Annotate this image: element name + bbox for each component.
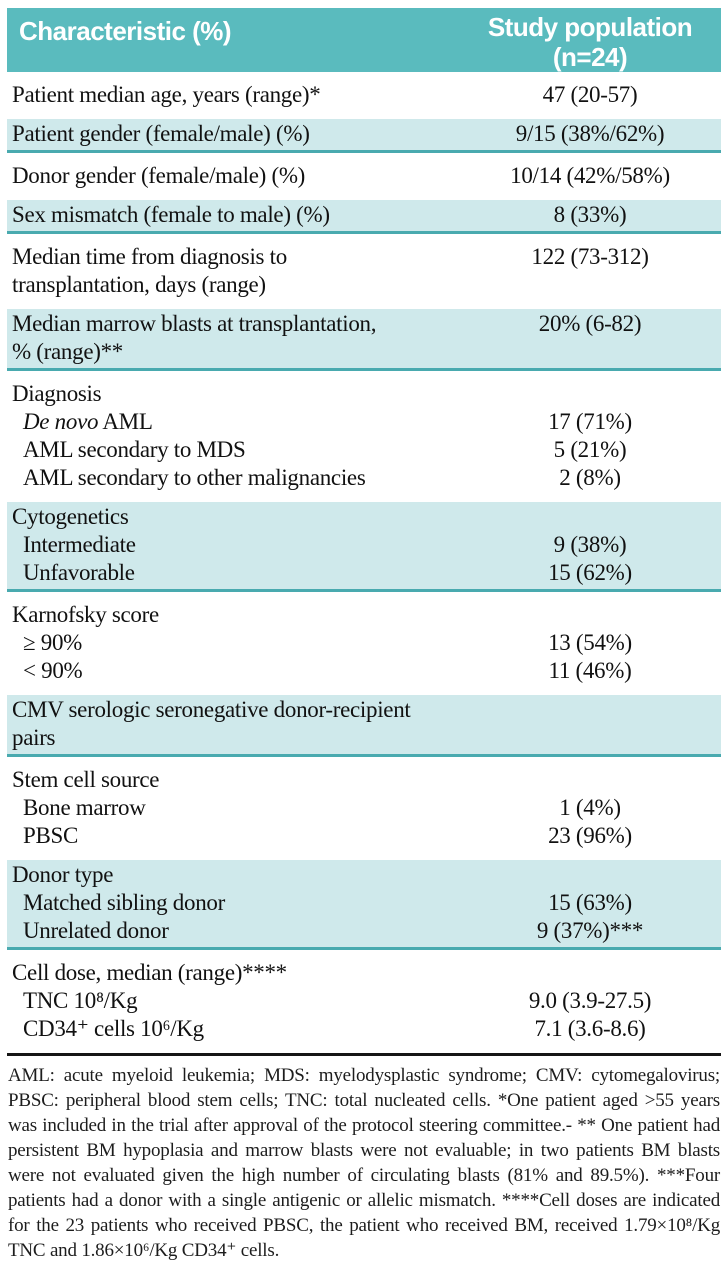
table-section-shaded: Sex mismatch (female to male) (%) 8 (33%) [7, 200, 721, 234]
row-value: 2 (8%) [559, 465, 621, 490]
row-value: 13 (54%) [548, 630, 632, 655]
table-row: Cell dose, median (range)**** [7, 959, 721, 987]
table-row: Cytogenetics [7, 503, 721, 531]
row-label: Patient median age, years (range)* [12, 82, 321, 107]
row-label: Median marrow blasts at transplantation,… [12, 311, 377, 364]
row-value: 15 (62%) [548, 560, 632, 585]
table-row: Donor gender (female/male) (%) 10/14 (42%… [7, 162, 721, 190]
row-value: 1 (4%) [559, 795, 621, 820]
row-label: CMV serologic seronegative donor-recipie… [12, 697, 411, 750]
row-label: Patient gender (female/male) (%) [12, 121, 310, 146]
table-header-row: Characteristic (%) Study population (n=2… [7, 8, 721, 72]
table-row: Median time from diagnosis to transplant… [7, 243, 721, 299]
row-label: Stem cell source [12, 767, 160, 792]
row-value: 17 (71%) [548, 409, 632, 434]
table-row: < 90% 11 (46%) [7, 657, 721, 685]
table-row: Diagnosis [7, 380, 721, 408]
table-section: Patient median age, years (range)* 47 (20… [7, 72, 721, 119]
column-header-characteristic: Characteristic (%) [19, 16, 232, 46]
table-row: Patient gender (female/male) (%) 9/15 (38… [7, 120, 721, 148]
row-label: Donor gender (female/male) (%) [12, 163, 306, 188]
table-row: Matched sibling donor 15 (63%) [7, 889, 721, 917]
row-value: 122 (73-312) [531, 244, 649, 269]
row-value: 9 (37%)*** [536, 918, 644, 943]
table-row: Median marrow blasts at transplantation,… [7, 310, 721, 366]
table-row: Karnofsky score [7, 601, 721, 629]
row-value: 20% (6-82) [538, 311, 642, 336]
row-value: 8 (33%) [553, 202, 627, 227]
row-label: CD34⁺ cells 10⁶/Kg [23, 1016, 204, 1041]
row-value: 7.1 (3.6-8.6) [534, 1016, 646, 1041]
row-label: Diagnosis [12, 381, 102, 406]
table-section: Stem cell source Bone marrow 1 (4%) PBSC 23 … [7, 757, 721, 860]
table-footnote: AML: acute myeloid leukemia; MDS: myelod… [8, 1065, 720, 1261]
row-value: 9/15 (38%/62%) [515, 121, 665, 146]
table-section: Donor gender (female/male) (%) 10/14 (42%… [7, 153, 721, 200]
table-row: Sex mismatch (female to male) (%) 8 (33%) [7, 201, 721, 229]
table-section-shaded: Donor type Matched sibling donor 15 (63%) U… [7, 860, 721, 950]
row-label: TNC 10⁸/Kg [23, 988, 138, 1013]
table-row: De novo AML 17 (71%) [7, 408, 721, 436]
row-label: PBSC [23, 823, 79, 848]
table-row: Unfavorable 15 (62%) [7, 559, 721, 587]
table-row: Patient median age, years (range)* 47 (20… [7, 81, 721, 109]
table-section-shaded: Patient gender (female/male) (%) 9/15 (38… [7, 119, 721, 153]
row-label: Bone marrow [23, 795, 146, 820]
table-row: Donor type [7, 861, 721, 889]
row-label: ≥ 90% [23, 630, 83, 655]
row-label: Intermediate [23, 532, 136, 557]
row-label: Unrelated donor [23, 918, 169, 943]
table-row: CMV serologic seronegative donor-recipie… [7, 696, 721, 752]
row-label: Matched sibling donor [23, 890, 225, 915]
table-row: Bone marrow 1 (4%) [7, 794, 721, 822]
row-label: Cytogenetics [12, 504, 129, 529]
table-row: AML secondary to other malignancies 2 (8%… [7, 464, 721, 492]
table-row: Intermediate 9 (38%) [7, 531, 721, 559]
row-label: Donor type [12, 862, 114, 887]
table-row: ≥ 90% 13 (54%) [7, 629, 721, 657]
row-label: Unfavorable [23, 560, 135, 585]
row-label: AML secondary to MDS [23, 437, 246, 462]
table-section: Cell dose, median (range)**** TNC 10⁸/Kg 9… [7, 950, 721, 1053]
row-label: AML secondary to other malignancies [23, 465, 366, 490]
row-value: 47 (20-57) [542, 82, 638, 107]
row-value: 9 (38%) [553, 532, 627, 557]
table-section: Median time from diagnosis to transplant… [7, 234, 721, 309]
table-row: Unrelated donor 9 (37%)*** [7, 917, 721, 945]
table-row: PBSC 23 (96%) [7, 822, 721, 850]
row-label: < 90% [23, 658, 83, 683]
table-row: AML secondary to MDS 5 (21%) [7, 436, 721, 464]
row-label: Cell dose, median (range)**** [12, 960, 287, 985]
table-section-shaded: Cytogenetics Intermediate 9 (38%) Unfavorab… [7, 502, 721, 592]
table-row: TNC 10⁸/Kg 9.0 (3.9-27.5) [7, 987, 721, 1015]
table-row: CD34⁺ cells 10⁶/Kg 7.1 (3.6-8.6) [7, 1015, 721, 1043]
row-label: Sex mismatch (female to male) (%) [12, 202, 330, 227]
row-value: 9.0 (3.9-27.5) [528, 988, 652, 1013]
row-value: 11 (46%) [548, 658, 632, 683]
table-section-shaded: Median marrow blasts at transplantation,… [7, 309, 721, 371]
row-value: 5 (21%) [553, 437, 627, 462]
row-value: 23 (96%) [548, 823, 632, 848]
column-header-study-population: Study population (n=24) [487, 12, 693, 72]
table-section: Karnofsky score ≥ 90% 13 (54%) < 90% 11 (46%… [7, 592, 721, 695]
row-value: 10/14 (42%/58%) [510, 163, 670, 188]
table-section-shaded: CMV serologic seronegative donor-recipie… [7, 695, 721, 757]
table-bottom-rule [7, 1053, 721, 1056]
row-label: Median time from diagnosis to transplant… [12, 244, 287, 297]
table-body: Patient median age, years (range)* 47 (20… [7, 72, 721, 1053]
table-section: Diagnosis De novo AML 17 (71%) AML secondar… [7, 371, 721, 502]
row-label: De novo AML [23, 409, 153, 434]
row-value: 15 (63%) [548, 890, 632, 915]
row-label: Karnofsky score [12, 602, 159, 627]
row-label-italic: De novo [23, 409, 99, 434]
table-row: Stem cell source [7, 766, 721, 794]
